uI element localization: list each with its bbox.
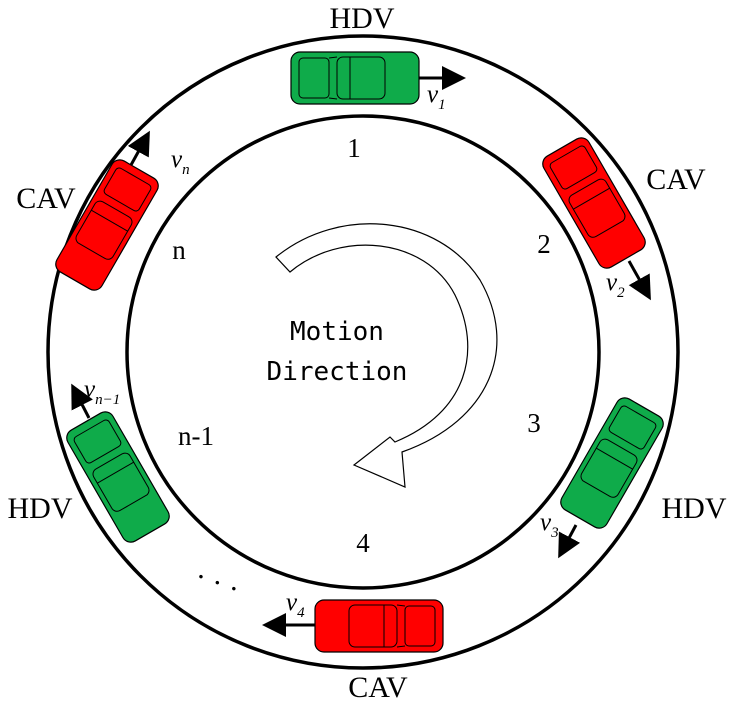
velocity-label: v3 bbox=[540, 509, 559, 541]
ellipsis: · · · bbox=[190, 560, 244, 606]
velocity-label: v4 bbox=[286, 589, 305, 621]
position-label: 3 bbox=[527, 408, 541, 438]
vehicle-3: HDV 3 v3 bbox=[527, 397, 727, 559]
car-body bbox=[314, 599, 444, 653]
velocity-label: vn−1 bbox=[84, 376, 120, 408]
position-label: 4 bbox=[356, 528, 370, 558]
car-body bbox=[55, 159, 159, 291]
vehicle-n-minus-1: HDV n-1 vn−1 bbox=[8, 376, 214, 543]
car-body bbox=[560, 397, 664, 529]
inner-road-edge bbox=[125, 114, 601, 590]
car-body bbox=[290, 51, 420, 105]
motion-label-line1: Motion bbox=[290, 317, 384, 347]
position-label: n-1 bbox=[178, 421, 214, 451]
vehicle-type-label: HDV bbox=[8, 492, 73, 525]
car-body bbox=[542, 137, 646, 269]
vehicle-2: CAV 2 v2 bbox=[537, 137, 706, 301]
vehicle-4: CAV 4 v4 bbox=[262, 528, 444, 703]
vehicle-n: CAV n vn bbox=[16, 130, 190, 291]
vehicle-type-label: CAV bbox=[16, 182, 76, 215]
vehicle-type-label: HDV bbox=[330, 2, 395, 35]
outer-road-edge bbox=[46, 34, 680, 670]
vehicle-1: HDV 1 v1 bbox=[290, 2, 466, 163]
velocity-label: vn bbox=[171, 146, 190, 178]
velocity-label: v2 bbox=[606, 269, 625, 301]
motion-label-line2: Direction bbox=[267, 357, 408, 387]
position-label: n bbox=[172, 235, 186, 265]
vehicle-type-label: CAV bbox=[646, 163, 706, 196]
vehicle-type-label: CAV bbox=[348, 671, 408, 703]
position-label: 2 bbox=[537, 229, 551, 259]
motion-direction-arrow bbox=[275, 223, 498, 488]
velocity-label: v1 bbox=[427, 81, 446, 113]
position-label: 1 bbox=[347, 133, 361, 163]
vehicle-type-label: HDV bbox=[662, 492, 727, 525]
car-body bbox=[66, 411, 170, 543]
